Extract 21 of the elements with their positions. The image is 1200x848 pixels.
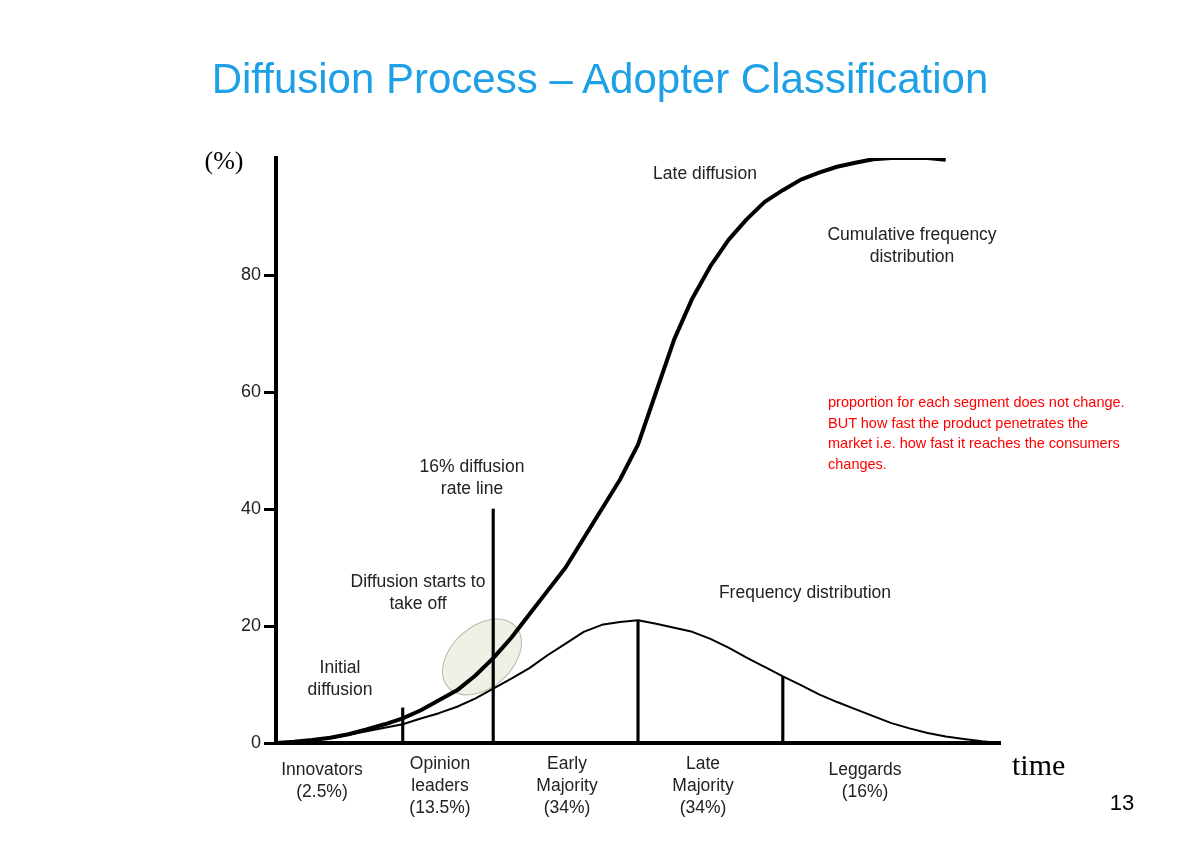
text: Innovators (2.5%) <box>281 758 363 802</box>
y-axis-title: (%) <box>204 145 244 175</box>
text: 13 <box>1109 790 1135 815</box>
annotation: Cumulative frequency distribution <box>827 223 997 267</box>
annotation: 16% diffusion rate line <box>419 455 525 499</box>
text: Late Majority (34%) <box>672 752 734 818</box>
x-axis-title: time <box>1012 747 1066 781</box>
annotation: Diffusion starts to take off <box>350 570 486 614</box>
chart-title: Diffusion Process – Adopter Classification <box>210 55 990 103</box>
annotation: Late diffusion <box>653 162 757 184</box>
y-tick-label: 60 <box>240 380 262 401</box>
y-tick-label: 20 <box>240 614 262 635</box>
annotation: Frequency distribution <box>718 581 892 603</box>
text: Leggards (16%) <box>828 758 902 802</box>
y-tick-label: 80 <box>240 263 262 284</box>
y-tick-label: 0 <box>251 731 262 752</box>
annotation: proportion for each segment does not change. BUT how fast the product penetrates the market i.e. how fast it reaches the consumers changes. <box>828 393 1126 474</box>
annotation: Initial diffusion <box>307 656 373 700</box>
text: Opinion leaders (13.5%) <box>409 752 471 818</box>
text: Early Majority (34%) <box>536 752 598 818</box>
y-tick-label: 40 <box>240 497 262 518</box>
